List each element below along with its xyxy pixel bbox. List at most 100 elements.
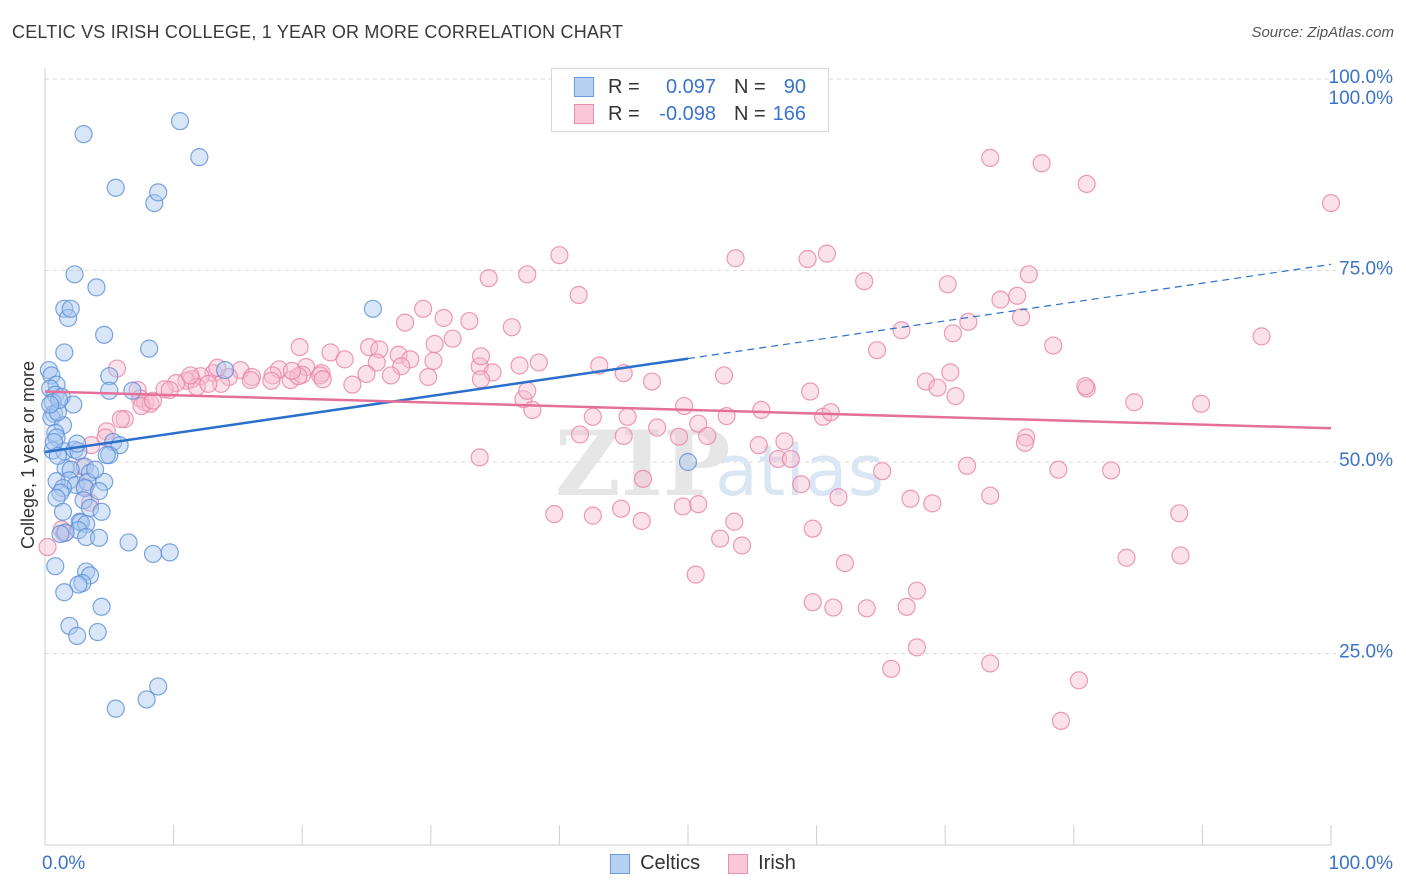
irish-point — [901, 489, 920, 508]
irish-point — [395, 313, 415, 332]
irish-point — [1008, 286, 1027, 305]
irish-point — [545, 504, 564, 524]
irish-point — [981, 486, 1000, 505]
legend-n-label: N = — [734, 75, 766, 98]
irish-point — [529, 353, 548, 372]
irish-point — [1125, 393, 1144, 412]
legend-row-irish: R = -0.098 N = 166 — [574, 102, 806, 126]
irish-point — [801, 382, 820, 401]
irish-point — [424, 351, 443, 370]
irish-point — [817, 244, 836, 263]
irish-point — [981, 148, 1000, 167]
irish-point — [443, 329, 462, 348]
celtics-point — [215, 360, 235, 380]
x-tick-label: 100.0% — [1329, 853, 1394, 874]
irish-point — [916, 372, 936, 391]
irish-point — [143, 391, 163, 410]
irish-point — [614, 426, 633, 446]
irish-point — [669, 427, 689, 446]
watermark-atlas: atlas — [715, 430, 884, 512]
celtics-point — [119, 533, 138, 552]
y-tick-label: 100.0% — [1329, 88, 1394, 109]
irish-point — [698, 426, 717, 446]
celtics-point — [123, 381, 142, 400]
celtics-point — [53, 502, 73, 521]
irish-legend-swatch — [728, 853, 749, 874]
celtics-point — [55, 299, 74, 318]
celtics-point — [46, 557, 65, 576]
irish-point — [857, 599, 876, 618]
celtics-point — [88, 622, 107, 642]
celtics-point — [51, 524, 70, 544]
irish-point — [1015, 433, 1035, 452]
irish-point — [290, 338, 309, 357]
irish-point — [392, 357, 411, 376]
irish-point — [642, 372, 662, 391]
irish-point — [510, 356, 529, 375]
irish-point — [242, 367, 262, 387]
celtics-point — [140, 339, 159, 358]
irish-point — [867, 341, 887, 360]
irish-point — [803, 519, 822, 538]
celtics-point — [97, 446, 116, 465]
irish-point — [181, 366, 200, 385]
irish-point — [401, 350, 420, 369]
grid-layer — [45, 78, 1336, 654]
celtics-point — [92, 502, 111, 521]
celtics-point — [74, 125, 93, 144]
irish-point — [959, 312, 978, 331]
irish-point — [855, 272, 874, 291]
irish-point — [523, 400, 542, 420]
irish-swatch — [574, 104, 594, 124]
irish-point — [419, 367, 438, 387]
celtics-point — [170, 112, 190, 131]
celtics-point — [678, 452, 698, 472]
irish-point — [824, 598, 843, 617]
irish-point — [132, 396, 151, 416]
irish-point — [686, 565, 705, 584]
irish-point — [792, 475, 811, 494]
irish-point — [111, 410, 130, 429]
irish-point — [313, 370, 332, 389]
celtics-point — [363, 299, 383, 318]
irish-point — [569, 285, 588, 305]
irish-point — [632, 511, 651, 531]
irish-point — [675, 396, 694, 416]
celtics-point — [87, 278, 106, 297]
celtics-point — [89, 528, 109, 547]
irish-point — [725, 512, 744, 531]
irish-point — [928, 378, 947, 397]
series-legend: Celtics Irish — [0, 852, 1406, 875]
irish-point — [673, 497, 692, 516]
legend-item-irish[interactable]: Irish — [728, 852, 796, 875]
irish-trend-line — [44, 390, 1332, 430]
irish-point — [1011, 308, 1031, 327]
legend-r-value: 0.097 — [665, 75, 716, 98]
celtics-legend-label: Celtics — [640, 852, 701, 874]
celtics-point — [149, 183, 168, 202]
irish-point — [199, 374, 218, 393]
irish-point — [1117, 548, 1136, 567]
trend-layer — [44, 263, 1332, 454]
correlation-legend: R = 0.097 N = 90 R = -0.098 N = 166 — [551, 68, 829, 132]
irish-point — [907, 638, 927, 657]
celtics-point — [68, 434, 87, 453]
celtics-point — [55, 583, 74, 602]
irish-point — [946, 387, 965, 406]
irish-point — [583, 506, 602, 525]
irish-point — [618, 407, 637, 426]
celtics-point — [137, 690, 156, 709]
legend-item-celtics[interactable]: Celtics — [610, 852, 700, 875]
irish-point — [570, 425, 590, 444]
irish-point — [1101, 461, 1121, 480]
axis-layer — [44, 68, 1332, 846]
irish-point — [367, 353, 386, 372]
irish-point — [1051, 711, 1071, 731]
y-tick-label: 25.0% — [1339, 642, 1393, 663]
celtics-point — [64, 395, 83, 414]
legend-n-value: 166 — [772, 102, 806, 125]
irish-point — [434, 308, 453, 328]
celtics-point — [92, 597, 111, 616]
x-tick-label: 0.0% — [42, 853, 85, 874]
